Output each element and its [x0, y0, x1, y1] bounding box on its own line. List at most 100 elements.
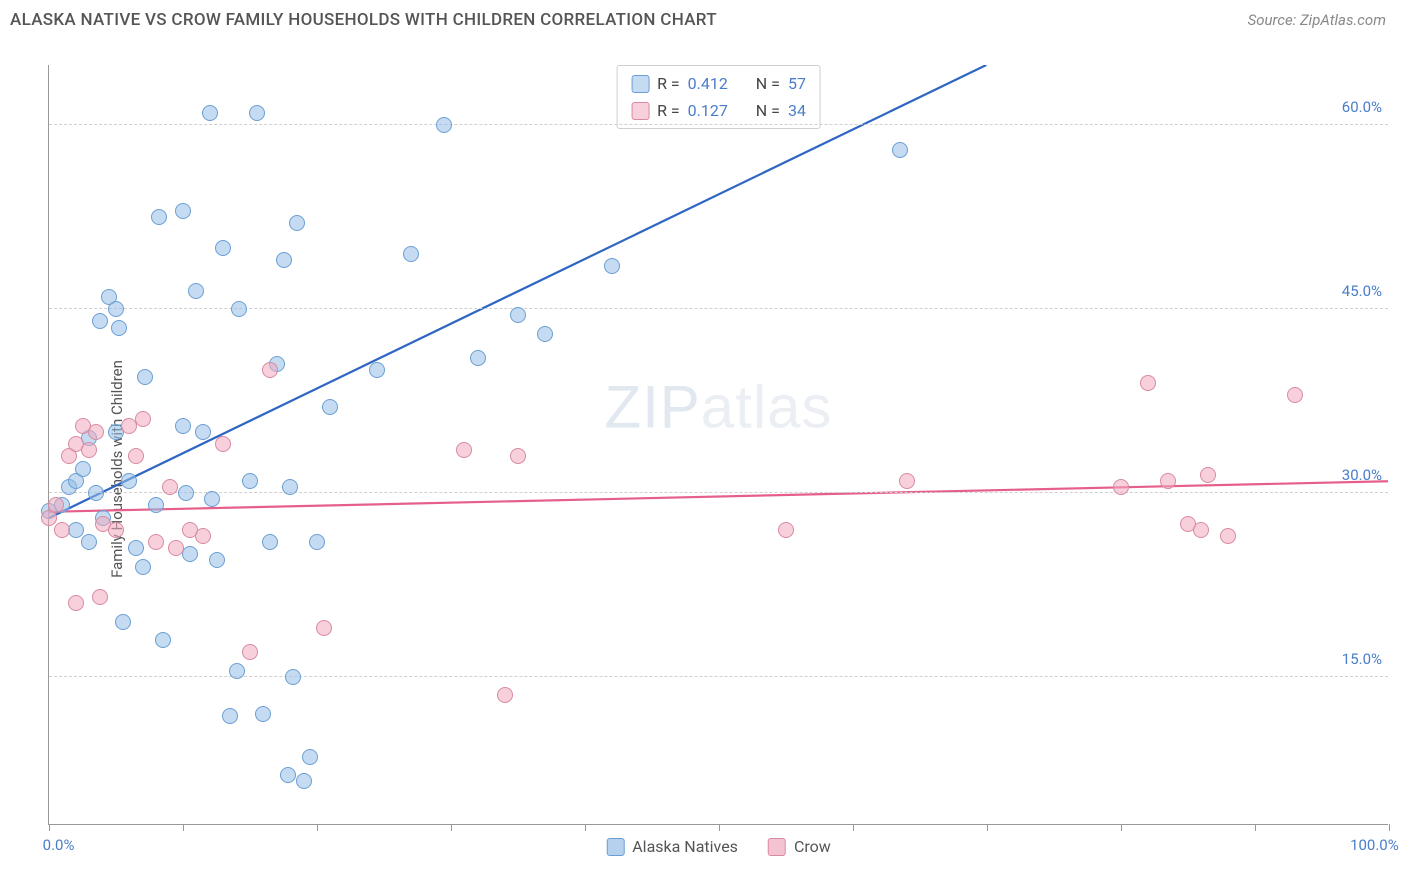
watermark: ZIPatlas	[604, 372, 832, 441]
gridline-h	[49, 676, 1388, 677]
gridline-h	[49, 308, 1388, 309]
data-point	[115, 614, 131, 630]
data-point	[151, 209, 167, 225]
legend: Alaska Natives Crow	[606, 837, 831, 856]
data-point	[88, 485, 104, 501]
n-value: 34	[788, 97, 806, 124]
data-point	[262, 362, 278, 378]
legend-swatch	[768, 838, 786, 856]
x-tick	[183, 824, 184, 831]
data-point	[1193, 522, 1209, 538]
data-point	[178, 485, 194, 501]
x-tick	[451, 824, 452, 831]
data-point	[128, 448, 144, 464]
x-tick	[853, 824, 854, 831]
y-tick-label: 30.0%	[1342, 466, 1382, 484]
data-point	[242, 644, 258, 660]
data-point	[1113, 479, 1129, 495]
data-point	[899, 473, 915, 489]
data-point	[175, 418, 191, 434]
data-point	[148, 534, 164, 550]
data-point	[229, 663, 245, 679]
n-label: N =	[756, 70, 780, 97]
data-point	[276, 252, 292, 268]
legend-swatch	[606, 838, 624, 856]
chart-title: ALASKA NATIVE VS CROW FAMILY HOUSEHOLDS …	[10, 10, 717, 30]
x-tick-label: 0.0%	[43, 836, 75, 854]
r-label: R =	[657, 70, 680, 97]
gridline-h	[49, 124, 1388, 125]
data-point	[369, 362, 385, 378]
data-point	[168, 540, 184, 556]
data-point	[92, 589, 108, 605]
data-point	[309, 534, 325, 550]
data-point	[1200, 467, 1216, 483]
data-point	[537, 326, 553, 342]
data-point	[54, 522, 70, 538]
n-value: 57	[788, 70, 806, 97]
legend-label: Alaska Natives	[632, 837, 738, 856]
stats-row: R = 0.412 N = 57	[631, 70, 806, 97]
regression-lines	[49, 65, 1388, 824]
data-point	[75, 461, 91, 477]
stats-row: R = 0.127 N = 34	[631, 97, 806, 124]
data-point	[135, 559, 151, 575]
data-point	[148, 497, 164, 513]
data-point	[249, 105, 265, 121]
data-point	[470, 350, 486, 366]
data-point	[778, 522, 794, 538]
data-point	[81, 534, 97, 550]
data-point	[195, 424, 211, 440]
data-point	[892, 142, 908, 158]
data-point	[322, 399, 338, 415]
data-point	[296, 773, 312, 789]
data-point	[255, 706, 271, 722]
series-swatch	[631, 75, 649, 93]
data-point	[289, 215, 305, 231]
data-point	[81, 442, 97, 458]
data-point	[510, 307, 526, 323]
data-point	[231, 301, 247, 317]
y-tick-label: 15.0%	[1342, 650, 1382, 668]
chart-area: Family Households with Children ZIPatlas…	[0, 45, 1406, 892]
data-point	[604, 258, 620, 274]
header: ALASKA NATIVE VS CROW FAMILY HOUSEHOLDS …	[0, 0, 1406, 40]
x-tick-label: 100.0%	[1350, 836, 1399, 854]
x-tick	[1255, 824, 1256, 831]
data-point	[510, 448, 526, 464]
data-point	[137, 369, 153, 385]
series-swatch	[631, 102, 649, 120]
x-tick	[987, 824, 988, 831]
r-value: 0.127	[688, 97, 728, 124]
data-point	[456, 442, 472, 458]
source-label: Source: ZipAtlas.com	[1248, 11, 1386, 29]
n-label: N =	[756, 97, 780, 124]
data-point	[242, 473, 258, 489]
r-value: 0.412	[688, 70, 728, 97]
data-point	[195, 528, 211, 544]
y-tick-label: 60.0%	[1342, 98, 1382, 116]
data-point	[403, 246, 419, 262]
data-point	[436, 117, 452, 133]
data-point	[316, 620, 332, 636]
data-point	[48, 497, 64, 513]
data-point	[108, 522, 124, 538]
data-point	[175, 203, 191, 219]
x-tick	[585, 824, 586, 831]
x-tick	[49, 824, 50, 831]
data-point	[222, 708, 238, 724]
scatter-plot: ZIPatlas R = 0.412 N = 57R = 0.127 N = 3…	[48, 65, 1388, 825]
data-point	[204, 491, 220, 507]
r-label: R =	[657, 97, 680, 124]
data-point	[162, 479, 178, 495]
data-point	[1220, 528, 1236, 544]
data-point	[215, 436, 231, 452]
data-point	[497, 687, 513, 703]
x-tick	[1121, 824, 1122, 831]
x-tick	[1389, 824, 1390, 831]
data-point	[262, 534, 278, 550]
data-point	[1140, 375, 1156, 391]
data-point	[108, 301, 124, 317]
data-point	[188, 283, 204, 299]
legend-item: Crow	[768, 837, 831, 856]
